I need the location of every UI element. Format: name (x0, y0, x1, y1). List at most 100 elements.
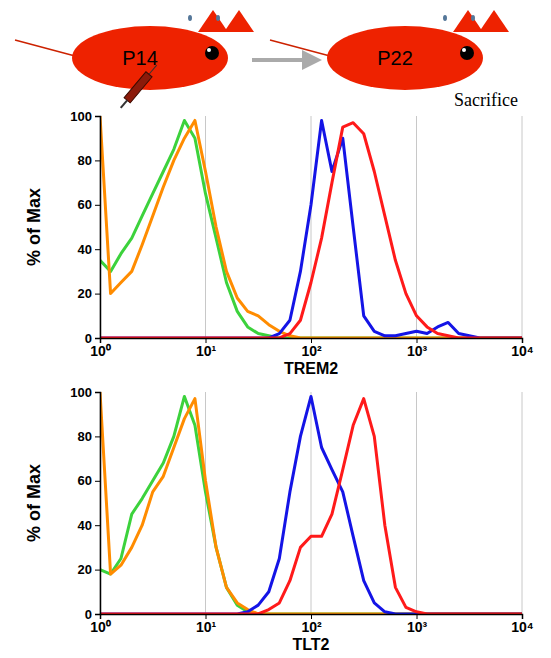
x-axis-title: TREM2 (284, 360, 338, 377)
x-tick: 10³ (407, 338, 428, 359)
mouse-label: P14 (122, 47, 158, 69)
y-tick-mark (95, 525, 100, 526)
y-axis-title: % of Max (24, 188, 44, 266)
grid (100, 392, 522, 614)
grid (100, 116, 522, 338)
y-tick-label: 100 (70, 109, 92, 124)
histogram-line (100, 123, 522, 338)
grid-line (205, 392, 206, 614)
y-tick: 40 (78, 242, 100, 257)
x-tick-label: 10⁰ (90, 619, 111, 635)
syringe-barrel (124, 72, 152, 103)
y-axis: 020406080100 (70, 385, 100, 622)
mouse-label: P22 (377, 47, 413, 69)
histogram-line (100, 120, 522, 338)
y-axis-line (95, 117, 101, 339)
y-tick-label: 0 (85, 331, 92, 346)
y-tick-mark (95, 436, 100, 437)
y-tick: 0 (85, 331, 100, 346)
y-tick-mark (95, 205, 100, 206)
figure: P14 P22 10⁰ 10¹ 10² 10³ 10⁴ 0 20 40 60 80 100 TREM2 % … (0, 0, 551, 658)
droplet (188, 15, 192, 21)
droplet (216, 15, 220, 21)
x-tick: 10² (301, 614, 322, 635)
ear (479, 10, 509, 32)
cartoon: P14 P22 (15, 10, 509, 111)
droplet (471, 15, 475, 21)
plot-area (100, 392, 522, 614)
y-tick: 80 (78, 153, 100, 168)
y-tick-label: 60 (78, 197, 92, 212)
grid-line (205, 116, 206, 338)
chart-panel: 10⁰10¹10²10³10⁴020406080100TLT2% of Max (24, 385, 534, 653)
ear (198, 10, 228, 32)
arrow (252, 58, 318, 62)
syringe-plunger (121, 100, 127, 108)
x-tick: 10⁰ (90, 614, 111, 635)
y-tick-mark (95, 338, 100, 339)
x-tick: 10⁴ (511, 614, 534, 635)
y-tick: 60 (78, 197, 100, 212)
y-tick: 100 (70, 109, 100, 124)
body (327, 26, 483, 90)
y-tick-label: 20 (78, 562, 92, 577)
y-tick-mark (95, 249, 100, 250)
grid-line (416, 116, 417, 338)
x-tick-label: 10³ (407, 619, 428, 635)
y-tick-label: 60 (78, 473, 92, 488)
histogram-line (100, 116, 522, 338)
mouse: P22 (270, 10, 509, 90)
eye (460, 46, 474, 60)
y-tick-label: 40 (78, 242, 92, 257)
x-tick-label: 10² (301, 343, 322, 359)
y-tick-label: 0 (85, 607, 92, 622)
x-tick: 10³ (407, 614, 428, 635)
y-axis: 0 20 40 60 80 100 (70, 109, 100, 346)
grid-line (311, 392, 312, 614)
y-tick-mark (95, 570, 100, 571)
eye-glint (207, 48, 211, 52)
x-tick: 10¹ (196, 614, 217, 635)
histogram-line (100, 392, 522, 614)
y-tick-mark (95, 392, 100, 393)
x-axis-title: TLT2 (292, 636, 329, 653)
grid-line (522, 392, 523, 614)
y-tick: 20 (78, 286, 100, 301)
x-tick: 10² (301, 338, 322, 359)
y-tick-mark (95, 294, 100, 295)
x-tick-label: 10⁰ (90, 343, 111, 359)
ear (453, 10, 483, 32)
eye (205, 46, 219, 60)
histogram-line (100, 399, 522, 614)
plot-area (100, 116, 522, 338)
histogram-line (100, 120, 522, 338)
x-tick-label: 10⁴ (511, 343, 534, 359)
tail (15, 40, 75, 56)
y-tick-label: 80 (78, 153, 92, 168)
y-tick-mark (95, 481, 100, 482)
y-tick: 0 (85, 607, 100, 622)
annotation: Sacrifice (454, 90, 518, 110)
x-tick-label: 10³ (407, 343, 428, 359)
chart-panel: 10⁰ 10¹ 10² 10³ 10⁴ 0 20 40 60 80 100 TREM2 % of Max… (24, 90, 534, 377)
ear (224, 10, 254, 32)
tail (270, 40, 330, 56)
y-axis-title: % of Max (24, 464, 44, 542)
y-tick-mark (95, 614, 100, 615)
histogram-line (100, 396, 522, 614)
mouse: P14 (15, 10, 254, 90)
y-tick-label: 40 (78, 518, 92, 533)
x-tick-label: 10¹ (196, 619, 217, 635)
x-tick: 10⁰ (90, 338, 111, 359)
grid-line (311, 116, 312, 338)
y-tick: 60 (78, 473, 100, 488)
y-tick: 100 (70, 385, 100, 400)
x-axis: 10⁰ 10¹ 10² 10³ 10⁴ (90, 614, 534, 635)
y-tick-mark (95, 160, 100, 161)
x-tick: 10⁴ (511, 338, 534, 359)
x-tick-label: 10¹ (196, 343, 217, 359)
syringe (118, 63, 160, 111)
y-tick: 40 (78, 518, 100, 533)
grid-line (522, 116, 523, 338)
x-tick: 10¹ (196, 338, 217, 359)
